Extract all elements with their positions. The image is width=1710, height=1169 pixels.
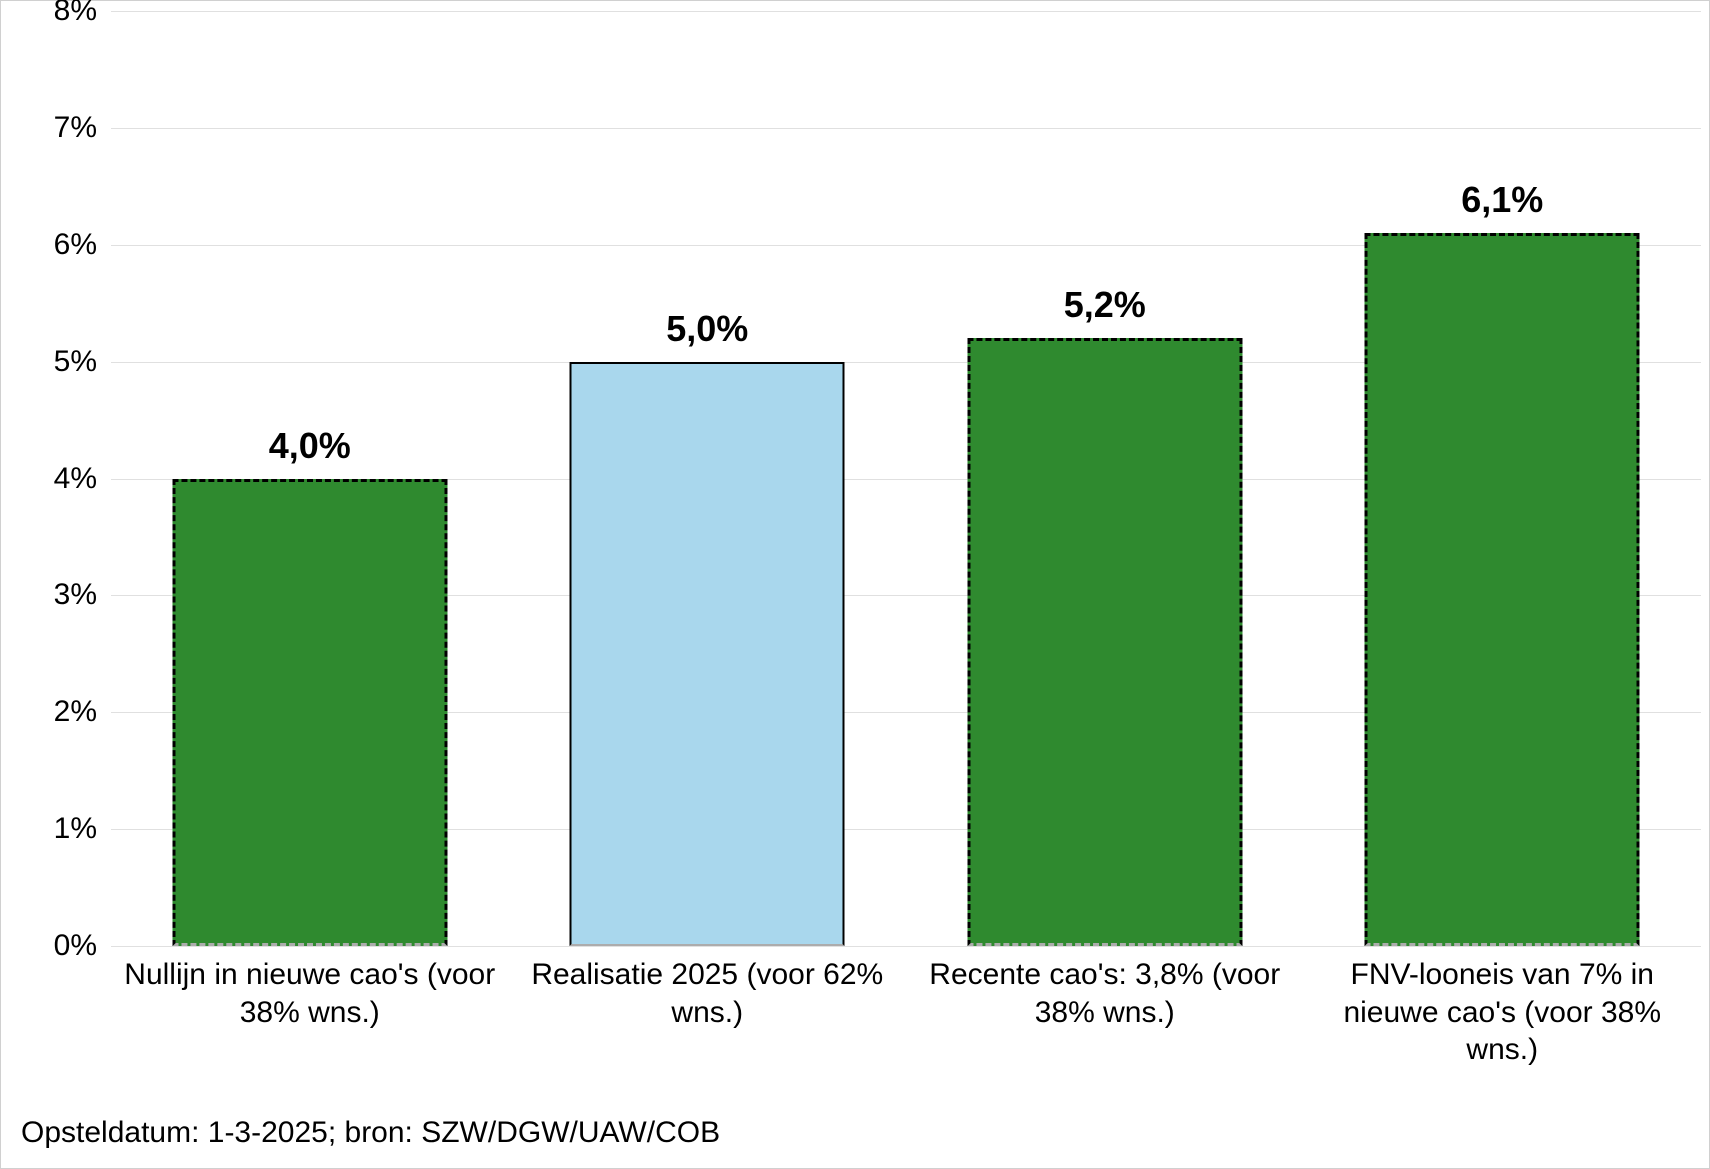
bars-area: 4,0% 5,0% 5,2% 6,1% [111, 11, 1701, 946]
x-tick-label: Nullijn in nieuwe cao's (voor 38% wns.) [111, 956, 509, 1031]
y-tick-label: 5% [17, 345, 97, 379]
x-tick-label: Realisatie 2025 (voor 62% wns.) [509, 956, 907, 1031]
x-tick-label: Recente cao's: 3,8% (voor 38% wns.) [906, 956, 1304, 1031]
y-tick-label: 0% [17, 929, 97, 963]
bar-slot: 5,2% [906, 11, 1304, 946]
bar-value-label: 6,1% [1461, 179, 1543, 221]
y-tick-label: 3% [17, 578, 97, 612]
bar [172, 479, 447, 947]
bar-slot: 6,1% [1304, 11, 1702, 946]
y-tick-label: 7% [17, 111, 97, 145]
y-tick-label: 4% [17, 462, 97, 496]
bar [570, 362, 845, 946]
y-tick-label: 8% [17, 0, 97, 28]
bar-value-label: 4,0% [269, 425, 351, 467]
bar [967, 338, 1242, 946]
bar-chart: 0% 1% 2% 3% 4% 5% 6% 7% 8% 4,0% 5,0% 5,2% 6,1% Null… [0, 0, 1710, 1169]
bar-value-label: 5,2% [1064, 284, 1146, 326]
x-tick-label: FNV-looneis van 7% in nieuwe cao's (voor… [1304, 956, 1702, 1069]
bar-slot: 5,0% [509, 11, 907, 946]
gridline [111, 946, 1701, 947]
bar-slot: 4,0% [111, 11, 509, 946]
y-tick-label: 2% [17, 695, 97, 729]
bar [1365, 233, 1640, 946]
y-tick-label: 6% [17, 228, 97, 262]
y-tick-label: 1% [17, 812, 97, 846]
bar-value-label: 5,0% [666, 308, 748, 350]
chart-footer-note: Opsteldatum: 1-3-2025; bron: SZW/DGW/UAW… [21, 1116, 720, 1150]
